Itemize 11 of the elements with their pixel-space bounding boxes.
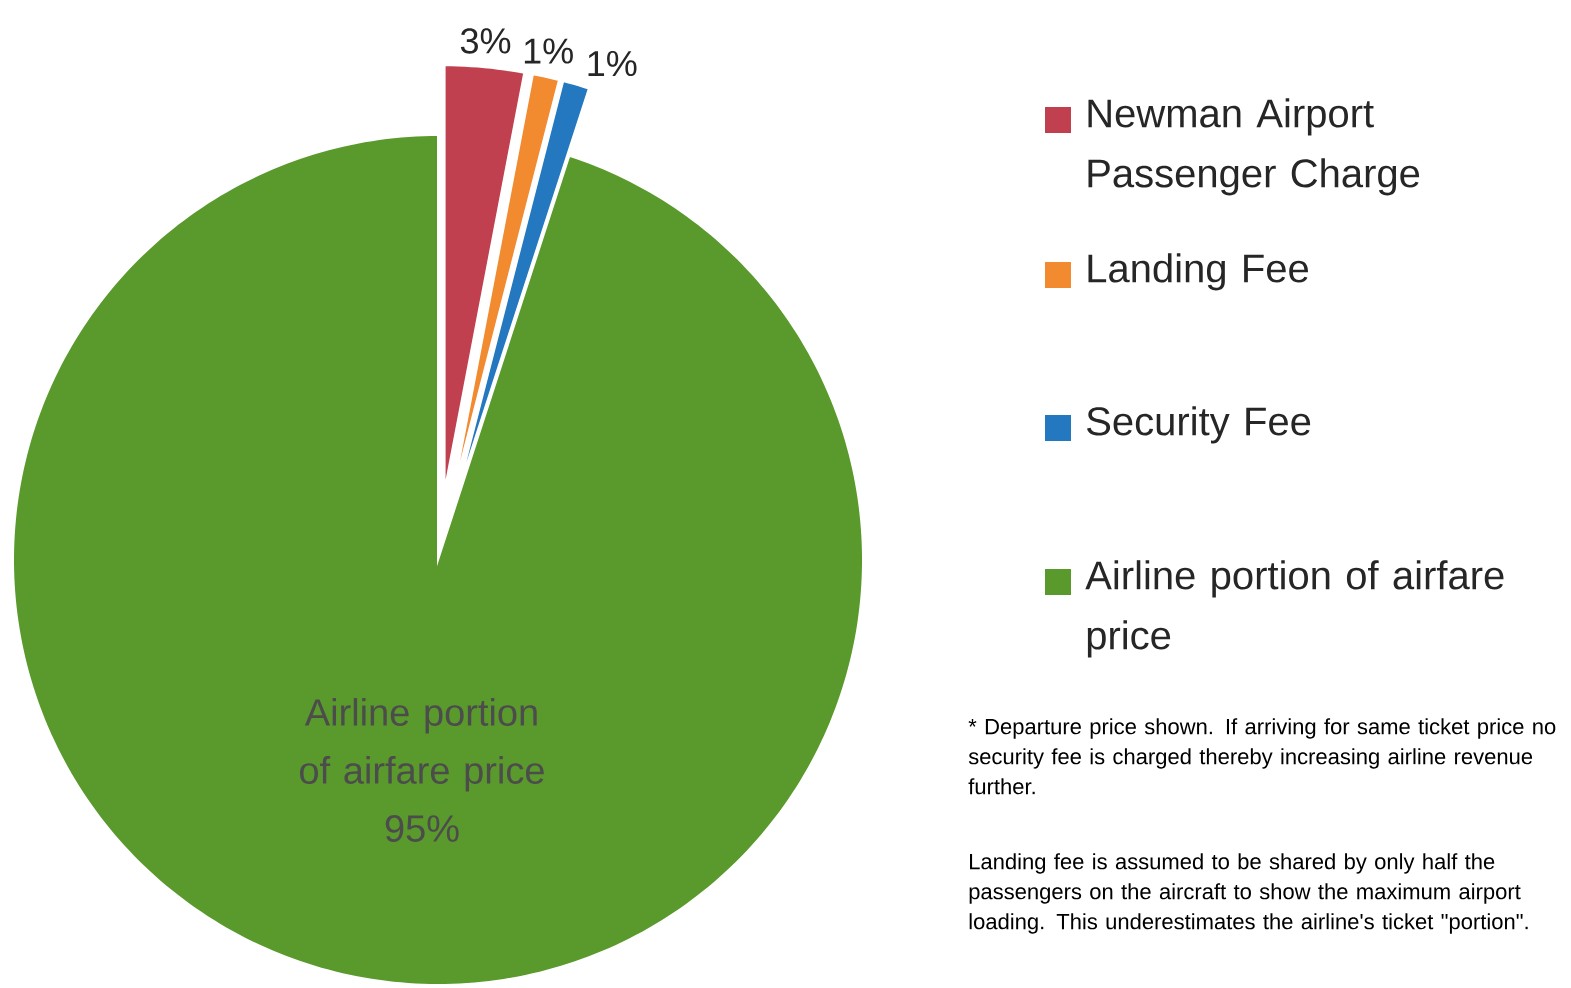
- data-label: 95%: [385, 815, 459, 842]
- legend-label: Airline portion of airfare price: [1085, 560, 1504, 658]
- data-label: 3%: [460, 28, 511, 54]
- data-label: 1%: [524, 38, 573, 64]
- slice-label: Airline portion of airfare price: [300, 698, 544, 792]
- text: Landing fee is assumed to be shared by only half the passengers on the aircraft to show the maximum airport loading. This underestimates the airline's ticket "portion".: [969, 853, 1528, 934]
- data-label: 1%: [588, 50, 637, 77]
- legend-label: Security Fee: [1087, 406, 1311, 444]
- text: * Departure price shown. If arriving for same ticket price no security fee is charged thereby increasing airline revenue further.: [968, 718, 1556, 795]
- legend-label: Landing Fee: [1088, 253, 1308, 291]
- legend-label: Newman Airport Passenger Charge: [1088, 98, 1420, 196]
